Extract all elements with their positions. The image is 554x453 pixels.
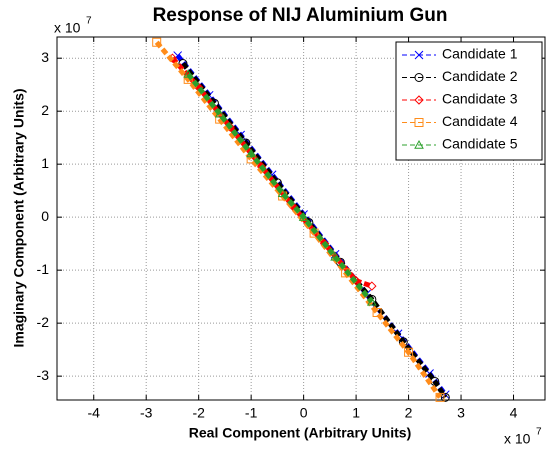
marker [414, 50, 424, 60]
marker [404, 347, 414, 357]
series-line [186, 72, 374, 304]
plot-frame [56, 36, 546, 401]
marker [246, 148, 257, 158]
legend-label: Candidate 4 [442, 113, 518, 129]
x-tick-label: -1 [245, 405, 258, 421]
x-tick-label: 2 [405, 405, 413, 421]
legend-label: Candidate 2 [442, 68, 518, 84]
legend-label: Candidate 5 [442, 136, 518, 152]
marker [214, 108, 225, 118]
y-multiplier-exponent: 7 [86, 16, 92, 27]
marker [414, 73, 424, 82]
y-tick-label: -2 [37, 314, 50, 330]
x-multiplier-exponent: 7 [536, 427, 542, 438]
y-tick-label: -3 [37, 367, 50, 383]
marker [366, 296, 377, 306]
y-tick-label: 3 [41, 49, 49, 65]
marker [372, 308, 382, 318]
marker [367, 281, 377, 291]
marker [215, 114, 225, 124]
marker [152, 37, 162, 47]
legend-label: Candidate 3 [442, 91, 518, 107]
legend-box [395, 41, 543, 161]
y-tick-label: 2 [41, 102, 49, 118]
marker [414, 95, 424, 105]
x-tick-label: 4 [510, 405, 518, 421]
legend-label: Candidate 1 [442, 46, 518, 62]
marker [435, 392, 445, 402]
marker [183, 69, 194, 78]
y-tick-label: 1 [41, 155, 49, 171]
y-tick-label: -1 [37, 261, 50, 277]
x-tick-label: -2 [192, 405, 205, 421]
x-tick-label: -3 [140, 405, 153, 421]
marker [277, 188, 288, 198]
chart-title: Response of NIJ Aluminium Gun [153, 5, 448, 26]
marker [414, 118, 424, 127]
x-tick-label: 1 [352, 405, 360, 421]
y-axis-label: Imaginary Component (Arbitrary Units) [11, 88, 27, 347]
x-tick-label: 0 [300, 405, 308, 421]
x-multiplier: x 10 [504, 431, 531, 447]
series-line [170, 56, 373, 289]
series-line [154, 40, 443, 399]
x-tick-label: -4 [88, 405, 101, 421]
y-tick-label: 0 [41, 208, 49, 224]
marker [330, 251, 340, 261]
marker [440, 392, 450, 402]
x-tick-label: 3 [457, 405, 465, 421]
marker [341, 268, 351, 278]
marker [298, 212, 309, 221]
y-multiplier: x 10 [54, 20, 81, 36]
marker [414, 139, 424, 149]
x-axis-label: Real Component (Arbitrary Units) [189, 425, 411, 441]
